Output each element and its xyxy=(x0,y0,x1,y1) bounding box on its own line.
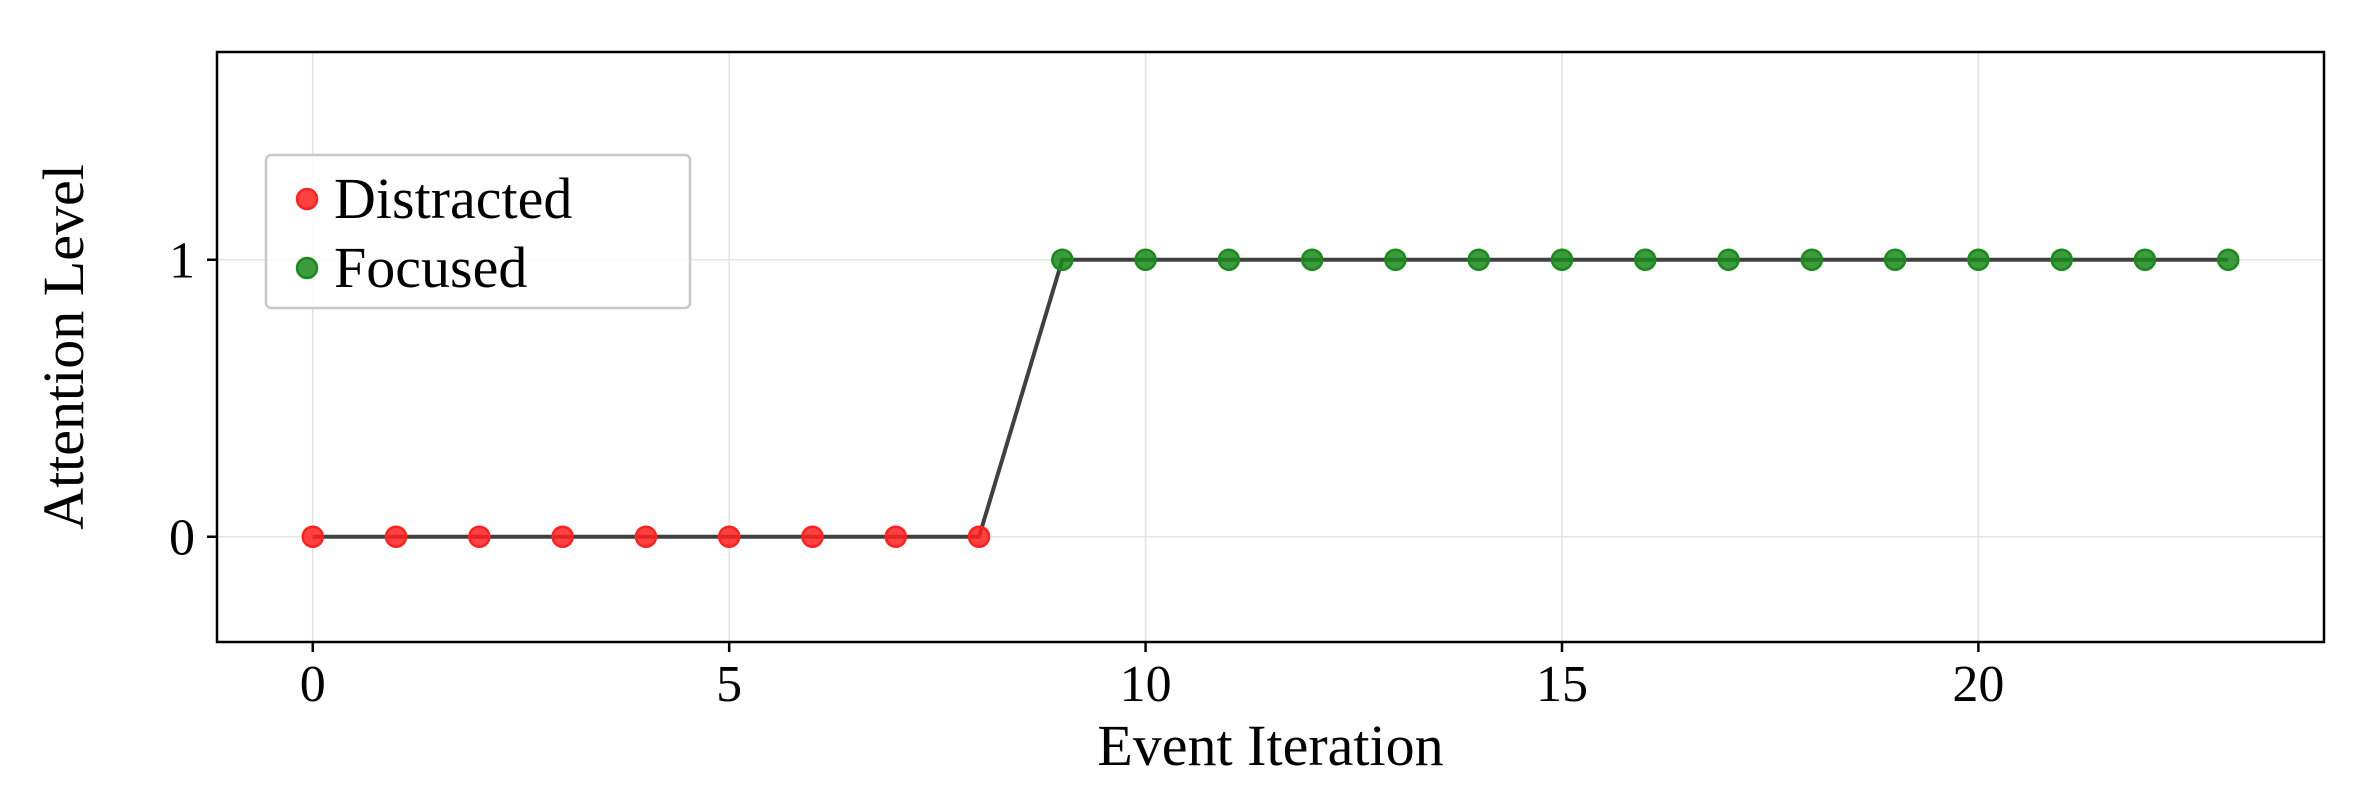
y-tick-label: 0 xyxy=(169,510,195,567)
x-tick-label: 20 xyxy=(1952,656,2004,713)
data-point-focused xyxy=(2216,248,2240,271)
data-point-distracted xyxy=(884,525,907,548)
data-point-distracted xyxy=(801,525,824,548)
x-tick-label: 0 xyxy=(300,656,326,713)
data-point-focused xyxy=(1051,248,1074,271)
data-point-focused xyxy=(1217,248,1241,271)
attention-trend-line xyxy=(312,257,2229,539)
data-point-distracted xyxy=(301,525,325,548)
data-point-distracted xyxy=(468,525,491,548)
legend-label-focused: Focused xyxy=(334,235,527,300)
data-point-focused xyxy=(1800,248,1824,271)
x-axis-label: Event Iteration xyxy=(1097,713,1443,778)
data-point-focused xyxy=(1467,248,1490,271)
legend-marker-focused xyxy=(295,256,319,280)
data-point-distracted xyxy=(634,525,658,548)
legend-box xyxy=(264,153,692,310)
axis-ticks: 0 5 10 15 20 0 1 xyxy=(169,233,2004,713)
data-point-focused xyxy=(1634,248,1657,271)
data-point-distracted xyxy=(384,525,408,548)
data-point-focused xyxy=(1384,248,1407,271)
data-points xyxy=(301,248,2240,548)
data-point-focused xyxy=(2133,248,2157,271)
data-point-distracted xyxy=(967,525,991,548)
data-point-focused xyxy=(1550,248,1574,271)
data-point-distracted xyxy=(551,525,574,548)
y-axis-label: Attention Level xyxy=(31,164,96,530)
legend-label-distracted: Distracted xyxy=(334,166,572,231)
x-tick-label: 15 xyxy=(1536,656,1588,713)
data-point-focused xyxy=(1134,248,1157,271)
data-point-focused xyxy=(1300,248,1324,271)
x-tick-label: 10 xyxy=(1120,656,1172,713)
data-point-distracted xyxy=(717,525,741,548)
legend: Distracted Focused xyxy=(264,153,692,310)
plot-frame xyxy=(215,50,2326,644)
x-tick-label: 5 xyxy=(716,656,742,713)
y-tick-label: 1 xyxy=(169,233,195,290)
legend-marker-distracted xyxy=(295,187,319,211)
data-point-focused xyxy=(1883,248,1907,271)
data-point-focused xyxy=(1967,248,1990,271)
data-point-focused xyxy=(2050,248,2073,271)
data-point-focused xyxy=(1717,248,1740,271)
